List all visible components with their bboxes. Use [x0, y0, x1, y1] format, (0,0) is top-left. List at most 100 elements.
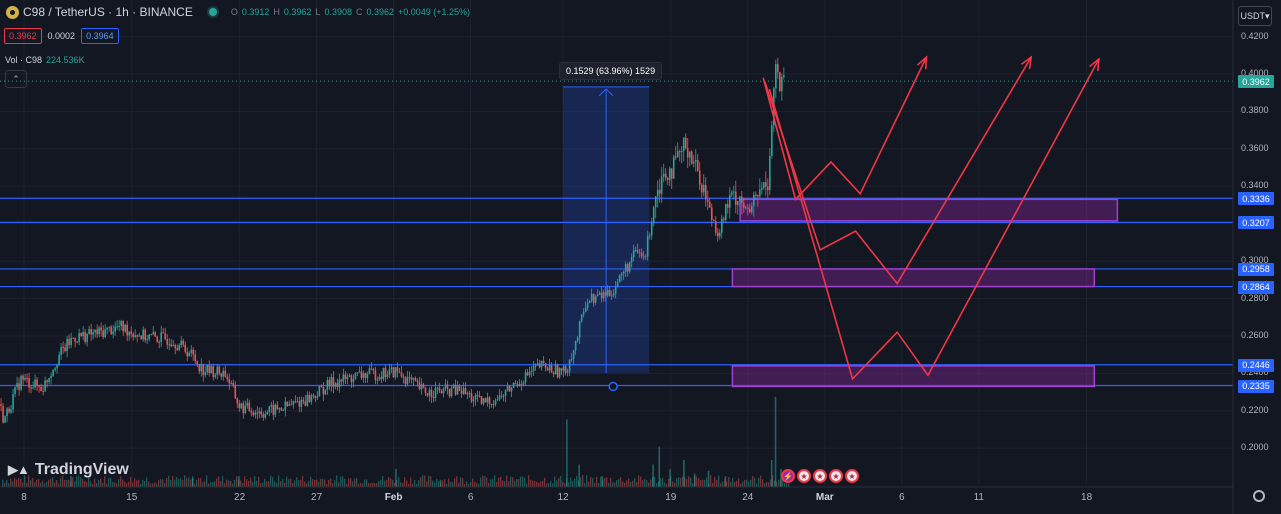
level-price-tag[interactable]: 0.3336 — [1238, 192, 1274, 206]
candle-body — [518, 383, 521, 387]
volume-bar — [268, 481, 270, 487]
lightning-event-icon[interactable]: ⚡ — [781, 469, 795, 483]
volume-bar — [472, 478, 474, 487]
volume-bar — [244, 476, 246, 487]
candle-body — [44, 380, 46, 392]
volume-bar — [758, 477, 760, 487]
candle-body — [438, 387, 441, 392]
volume-bar — [40, 482, 42, 487]
market-status-icon[interactable] — [208, 8, 217, 16]
sell-button[interactable]: 0.3962 — [4, 28, 42, 44]
candle-body — [374, 370, 377, 381]
volume-bar — [278, 475, 280, 487]
volume-bar — [592, 478, 594, 487]
us-flag-icon[interactable]: ★ — [829, 469, 843, 483]
candle-body — [468, 393, 471, 395]
time-tick-label: 12 — [557, 492, 569, 503]
demand-zone — [739, 198, 1119, 222]
open-label: O — [230, 7, 238, 17]
level-price-tag[interactable]: 0.2958 — [1238, 262, 1274, 276]
candle-body — [254, 412, 257, 415]
volume-bar — [22, 482, 24, 487]
candle-body — [258, 411, 261, 414]
level-price-tag[interactable]: 0.2864 — [1238, 280, 1274, 294]
candle-body — [464, 388, 467, 395]
candle-body — [422, 384, 425, 388]
candle-body — [246, 402, 249, 406]
volume-bar — [640, 476, 642, 487]
volume-bar — [160, 479, 162, 487]
candle-body — [136, 335, 138, 337]
us-flag-icon[interactable]: ★ — [845, 469, 859, 483]
candle-body — [138, 335, 140, 337]
level-price-tag[interactable]: 0.2446 — [1238, 358, 1274, 372]
buy-button[interactable]: 0.3964 — [81, 28, 119, 44]
candle-body — [252, 412, 255, 415]
volume-bar — [228, 480, 230, 487]
volume-bar — [380, 479, 382, 487]
volume-bar — [450, 481, 452, 487]
volume-bar — [242, 482, 244, 487]
volume-bar — [488, 482, 490, 487]
volume-bar — [246, 479, 248, 487]
settings-icon[interactable] — [1253, 490, 1265, 502]
candle-body — [66, 338, 68, 352]
volume-bar — [588, 481, 590, 487]
candle-body — [152, 332, 155, 335]
candle-body — [188, 352, 191, 357]
candle-body — [62, 346, 64, 348]
level-price-tag[interactable]: 0.2335 — [1238, 379, 1274, 393]
candle-body — [314, 395, 317, 398]
candle-body — [548, 365, 551, 371]
candle-body — [736, 201, 739, 205]
candle-body — [440, 391, 443, 394]
volume-bar — [416, 483, 418, 487]
volume-bar — [116, 483, 118, 487]
volume-bar — [558, 478, 560, 487]
tradingview-icon: ▶▲ — [8, 462, 30, 477]
candle-body — [288, 404, 291, 406]
candle-body — [214, 374, 217, 378]
candle-body — [388, 369, 391, 375]
volume-bar — [738, 478, 740, 487]
candle-body — [312, 395, 315, 397]
candle-body — [610, 295, 613, 297]
level-price-tag[interactable]: 0.3207 — [1238, 216, 1274, 230]
candle-body — [526, 372, 529, 376]
volume-bar — [352, 481, 354, 487]
us-flag-icon[interactable]: ★ — [797, 469, 811, 483]
volume-bar — [782, 478, 784, 487]
volume-bar — [168, 475, 170, 487]
chevron-up-icon[interactable]: ⌃ — [5, 70, 27, 88]
volume-legend[interactable]: Vol · C98 224.536K — [5, 55, 85, 65]
volume-bar — [746, 479, 748, 487]
time-tick-label: 11 — [973, 492, 984, 503]
volume-bar — [780, 469, 782, 487]
volume-bar — [60, 477, 62, 487]
volume-bar — [200, 477, 202, 487]
volume-bar — [76, 476, 78, 487]
volume-bar — [86, 482, 88, 487]
volume-bar — [24, 475, 26, 487]
currency-select[interactable]: USDT ▾ — [1238, 6, 1272, 26]
candle-body — [198, 364, 201, 372]
symbol-title[interactable]: C98 / TetherUS · 1h · BINANCE — [23, 5, 193, 19]
price-tick-label: 0.2800 — [1241, 292, 1269, 303]
volume-bar — [560, 475, 562, 487]
volume-bar — [652, 464, 654, 487]
volume-bar — [550, 481, 552, 487]
volume-bar — [724, 479, 726, 487]
volume-bar — [500, 476, 502, 487]
candle-body — [771, 125, 773, 157]
us-flag-icon[interactable]: ★ — [813, 469, 827, 483]
candle-body — [678, 151, 681, 153]
candle-body — [68, 338, 70, 346]
candle-body — [96, 329, 98, 335]
tradingview-logo[interactable]: ▶▲ TradingView — [8, 461, 129, 479]
candle-body — [50, 375, 52, 379]
candle-body — [48, 378, 50, 383]
volume-bar — [254, 476, 256, 487]
candle-body — [486, 397, 489, 403]
candle-body — [60, 346, 62, 355]
